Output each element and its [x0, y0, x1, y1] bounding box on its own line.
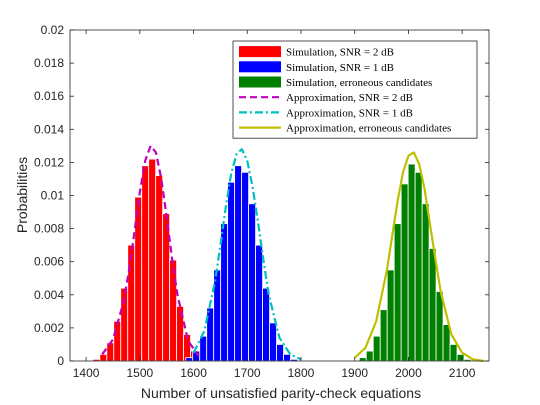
y-tick-label: 0.016 [34, 89, 64, 103]
approximation-curve [353, 151, 484, 363]
histogram-bar [414, 171, 423, 362]
histogram-bar [255, 244, 263, 362]
x-tick-label: 1500 [126, 366, 153, 380]
approximation-curves [101, 144, 484, 363]
y-tick-label: 0.012 [34, 155, 64, 169]
histogram-bar [400, 183, 409, 362]
histogram-bar [407, 163, 416, 362]
x-tick-label: 1600 [180, 366, 207, 380]
y-tick-label: 0.006 [34, 255, 64, 269]
x-tick-label: 2000 [395, 366, 422, 380]
histogram-bar [379, 309, 388, 362]
histogram-bar [393, 223, 402, 362]
histogram-bar [269, 322, 277, 362]
histogram-bar [199, 335, 208, 362]
histogram-bar [220, 223, 229, 362]
approximation-curve [101, 144, 200, 357]
legend-entry-label: Simulation, SNR = 1 dB [286, 62, 394, 74]
histogram-bar [99, 353, 108, 362]
legend-entry-label: Approximation, SNR = 2 dB [286, 92, 413, 104]
y-tick-label: 0 [57, 354, 64, 368]
legend-swatch [239, 61, 281, 73]
histogram-bar [372, 335, 381, 362]
histogram-bar [241, 171, 250, 362]
legend-entry-label: Approximation, erroneous candidates [286, 123, 451, 135]
y-tick-label: 0.008 [34, 222, 64, 236]
x-tick-label: 2100 [449, 366, 476, 380]
histogram-bar [262, 287, 270, 362]
x-tick-label: 1900 [341, 366, 368, 380]
y-tick-label: 0.01 [41, 189, 65, 203]
histogram-bar [421, 203, 430, 362]
histogram-bar [442, 324, 451, 362]
histogram-bar [127, 244, 136, 362]
histogram-bar [248, 203, 256, 362]
histogram-bar [213, 269, 222, 362]
legend: Simulation, SNR = 2 dB Simulation, SNR = … [232, 40, 478, 139]
y-tick-label: 0.002 [34, 321, 64, 335]
tick-labels: 1400 1500 1600 1700 1800 1900 2000 2100 0 0.002 0.… [34, 23, 476, 380]
histogram-bar [227, 181, 236, 362]
y-axis-label: Probabilities [14, 157, 30, 233]
histogram-bar [435, 291, 444, 362]
histogram-bar [449, 344, 458, 362]
histogram-bar [234, 165, 243, 362]
y-tick-label: 0.004 [34, 288, 64, 302]
histogram-bar [106, 342, 115, 362]
histogram-bar [148, 158, 157, 362]
legend-entry-label: Simulation, SNR = 2 dB [286, 47, 394, 59]
legend-swatch [239, 46, 281, 58]
histogram-bar [365, 350, 374, 362]
x-axis-label: Number of unsatisfied parity-check equat… [141, 385, 421, 401]
legend-box [232, 40, 478, 139]
histogram-bar [169, 259, 178, 362]
histogram-bar [113, 320, 122, 362]
y-tick-label: 0.018 [34, 56, 64, 70]
x-tick-label: 1700 [234, 366, 261, 380]
legend-entry-label: Simulation, erroneous candidates [286, 77, 432, 89]
histogram-bar [283, 353, 291, 362]
histogram-bar [276, 344, 284, 362]
histogram-bar [155, 175, 164, 362]
histogram-bar [185, 357, 194, 362]
histogram-bar [141, 165, 150, 362]
y-tick-label: 0.02 [41, 23, 65, 37]
x-tick-label: 1800 [288, 366, 315, 380]
legend-swatch [239, 76, 281, 88]
histogram-bar [428, 248, 437, 362]
legend-entry-label: Approximation, SNR = 1 dB [286, 107, 413, 119]
axes [69, 29, 490, 362]
histogram-bar [456, 353, 465, 362]
x-tick-label: 1400 [73, 366, 100, 380]
y-tick-label: 0.014 [34, 122, 64, 136]
histogram-bar [358, 357, 367, 362]
histogram-bar [386, 269, 395, 362]
